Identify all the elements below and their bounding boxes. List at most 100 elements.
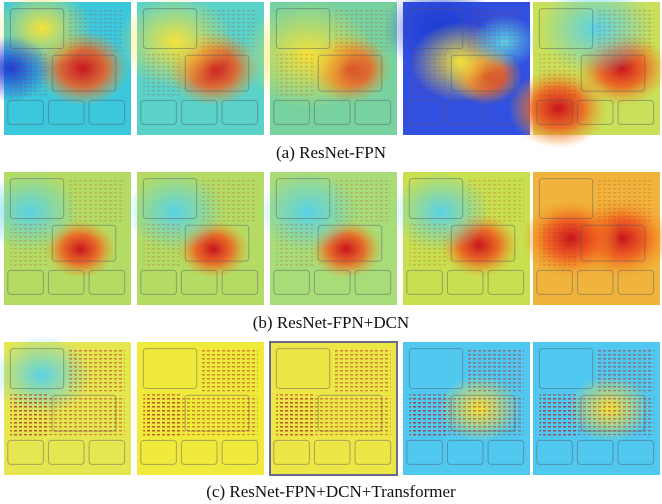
page-box — [47, 269, 85, 295]
page-box — [140, 439, 177, 465]
page-box — [221, 269, 259, 295]
heatmap — [508, 0, 662, 149]
page-box — [221, 439, 259, 465]
page-box — [536, 99, 573, 125]
page-box — [9, 8, 65, 50]
page-box — [538, 8, 594, 50]
page-box — [576, 439, 614, 465]
heatmap — [383, 0, 538, 135]
page-box — [88, 99, 126, 125]
page-box — [617, 269, 655, 295]
text-block — [10, 222, 49, 268]
text-block — [539, 52, 578, 98]
page-box — [184, 224, 250, 262]
page-box — [576, 99, 614, 125]
page-box — [313, 269, 351, 295]
heatmap — [125, 172, 264, 305]
heatmap — [137, 342, 264, 475]
text-block — [409, 52, 448, 98]
page-box — [487, 439, 525, 465]
page-box — [354, 269, 392, 295]
page-box — [51, 54, 117, 92]
frame — [269, 341, 398, 476]
heatmap — [533, 342, 660, 475]
text-block — [143, 222, 182, 268]
text-block — [466, 8, 524, 52]
page-box — [406, 269, 443, 295]
heatmap — [258, 172, 397, 305]
page-box — [9, 178, 65, 220]
page-box — [408, 8, 464, 50]
page-box — [536, 269, 573, 295]
page-box — [142, 8, 198, 50]
page-box — [180, 99, 218, 125]
heatmap — [117, 0, 264, 135]
text-block — [596, 178, 654, 222]
page-box — [273, 99, 310, 125]
heatmap — [521, 172, 662, 305]
heatmap-grid — [0, 0, 662, 476]
text-block — [276, 395, 391, 436]
caption: (c) ResNet-FPN+DCN+Transformer — [206, 482, 456, 501]
page-box — [221, 99, 259, 125]
page-box — [576, 269, 614, 295]
page-box — [408, 348, 464, 390]
page-box — [580, 224, 646, 262]
page-box — [9, 348, 65, 390]
text-block — [10, 395, 125, 436]
page-box — [580, 54, 646, 92]
heatmap — [242, 2, 397, 135]
heat-blob — [508, 68, 608, 149]
text-block — [333, 348, 391, 392]
heatmap — [0, 172, 131, 305]
page-box — [538, 348, 594, 390]
text-block — [596, 8, 654, 52]
page-box — [406, 439, 443, 465]
text-block — [200, 178, 258, 222]
text-block — [67, 348, 125, 392]
page-box — [446, 99, 484, 125]
caption: (b) ResNet-FPN+DCN — [253, 313, 409, 332]
page-box — [406, 99, 443, 125]
page-box — [7, 99, 44, 125]
heatmap — [403, 342, 530, 475]
text-block — [409, 395, 524, 436]
text-block — [276, 222, 315, 268]
page-box — [538, 178, 594, 220]
page-box — [354, 439, 392, 465]
text-block — [200, 348, 258, 392]
page-box — [317, 54, 383, 92]
page-box — [408, 178, 464, 220]
page-box — [51, 224, 117, 262]
page-box — [313, 439, 351, 465]
page-box — [450, 54, 516, 92]
text-block — [143, 395, 258, 436]
text-block — [466, 178, 524, 222]
page-box — [7, 439, 44, 465]
heatmap — [391, 172, 530, 305]
page-box — [446, 269, 484, 295]
text-block — [596, 348, 654, 392]
text-block — [143, 52, 182, 98]
text-block — [67, 178, 125, 222]
page-box — [142, 178, 198, 220]
text-block — [276, 52, 315, 98]
heatmap — [269, 341, 398, 476]
text-block — [10, 52, 49, 98]
page-box — [273, 269, 310, 295]
page-box — [140, 99, 177, 125]
heatmap — [0, 335, 131, 475]
page-box — [88, 439, 126, 465]
page-box — [487, 269, 525, 295]
page-box — [142, 348, 198, 390]
page-box — [275, 178, 331, 220]
page-box — [275, 8, 331, 50]
page-box — [47, 439, 85, 465]
page-box — [446, 439, 484, 465]
caption: (a) ResNet-FPN — [276, 143, 386, 162]
text-block — [67, 8, 125, 52]
text-block — [333, 178, 391, 222]
page-box — [47, 99, 85, 125]
page-box — [7, 269, 44, 295]
